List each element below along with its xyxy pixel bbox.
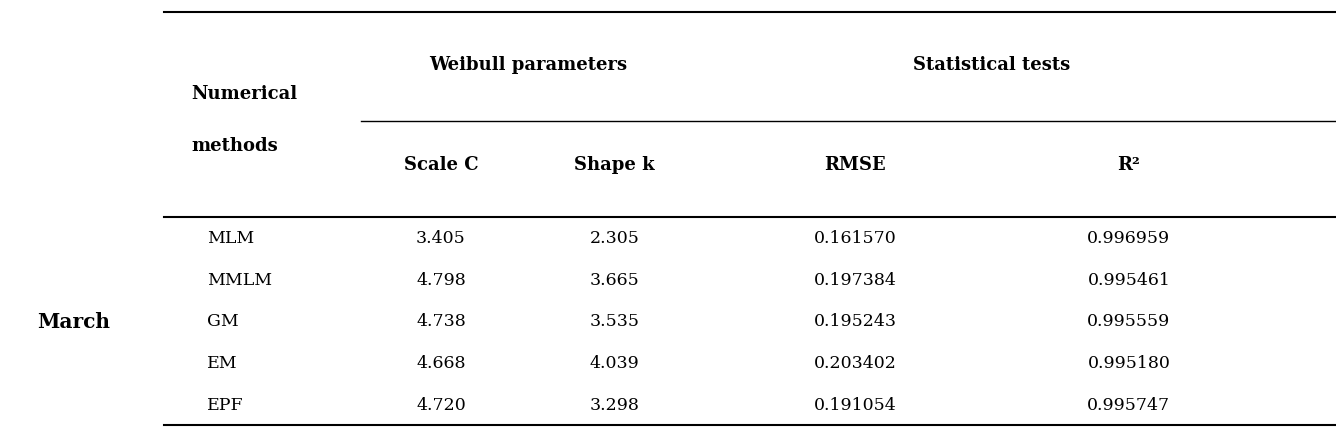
- Text: 0.996959: 0.996959: [1088, 229, 1170, 247]
- Text: Statistical tests: Statistical tests: [914, 56, 1070, 74]
- Text: EM: EM: [207, 354, 238, 372]
- Text: MMLM: MMLM: [207, 271, 273, 288]
- Text: 0.161570: 0.161570: [814, 229, 896, 247]
- Text: 0.191054: 0.191054: [814, 396, 896, 413]
- Text: methods: methods: [191, 136, 278, 155]
- Text: 3.298: 3.298: [589, 396, 640, 413]
- Text: Weibull parameters: Weibull parameters: [429, 56, 627, 74]
- Text: R²: R²: [1117, 156, 1141, 174]
- Text: 4.668: 4.668: [415, 354, 466, 372]
- Text: 3.405: 3.405: [415, 229, 466, 247]
- Text: EPF: EPF: [207, 396, 243, 413]
- Text: 4.738: 4.738: [415, 312, 466, 330]
- Text: GM: GM: [207, 312, 239, 330]
- Text: Shape k: Shape k: [574, 156, 655, 174]
- Text: 0.995461: 0.995461: [1088, 271, 1170, 288]
- Text: 0.203402: 0.203402: [814, 354, 896, 372]
- Text: MLM: MLM: [207, 229, 254, 247]
- Text: 4.798: 4.798: [415, 271, 466, 288]
- Text: 4.720: 4.720: [415, 396, 466, 413]
- Text: 0.995559: 0.995559: [1088, 312, 1170, 330]
- Text: 0.195243: 0.195243: [814, 312, 896, 330]
- Text: 3.665: 3.665: [589, 271, 640, 288]
- Text: Scale C: Scale C: [403, 156, 478, 174]
- Text: Numerical: Numerical: [191, 84, 297, 102]
- Text: 0.995747: 0.995747: [1088, 396, 1170, 413]
- Text: 3.535: 3.535: [589, 312, 640, 330]
- Text: 4.039: 4.039: [589, 354, 640, 372]
- Text: 2.305: 2.305: [589, 229, 640, 247]
- Text: March: March: [37, 311, 110, 331]
- Text: RMSE: RMSE: [824, 156, 886, 174]
- Text: 0.995180: 0.995180: [1088, 354, 1170, 372]
- Text: 0.197384: 0.197384: [814, 271, 896, 288]
